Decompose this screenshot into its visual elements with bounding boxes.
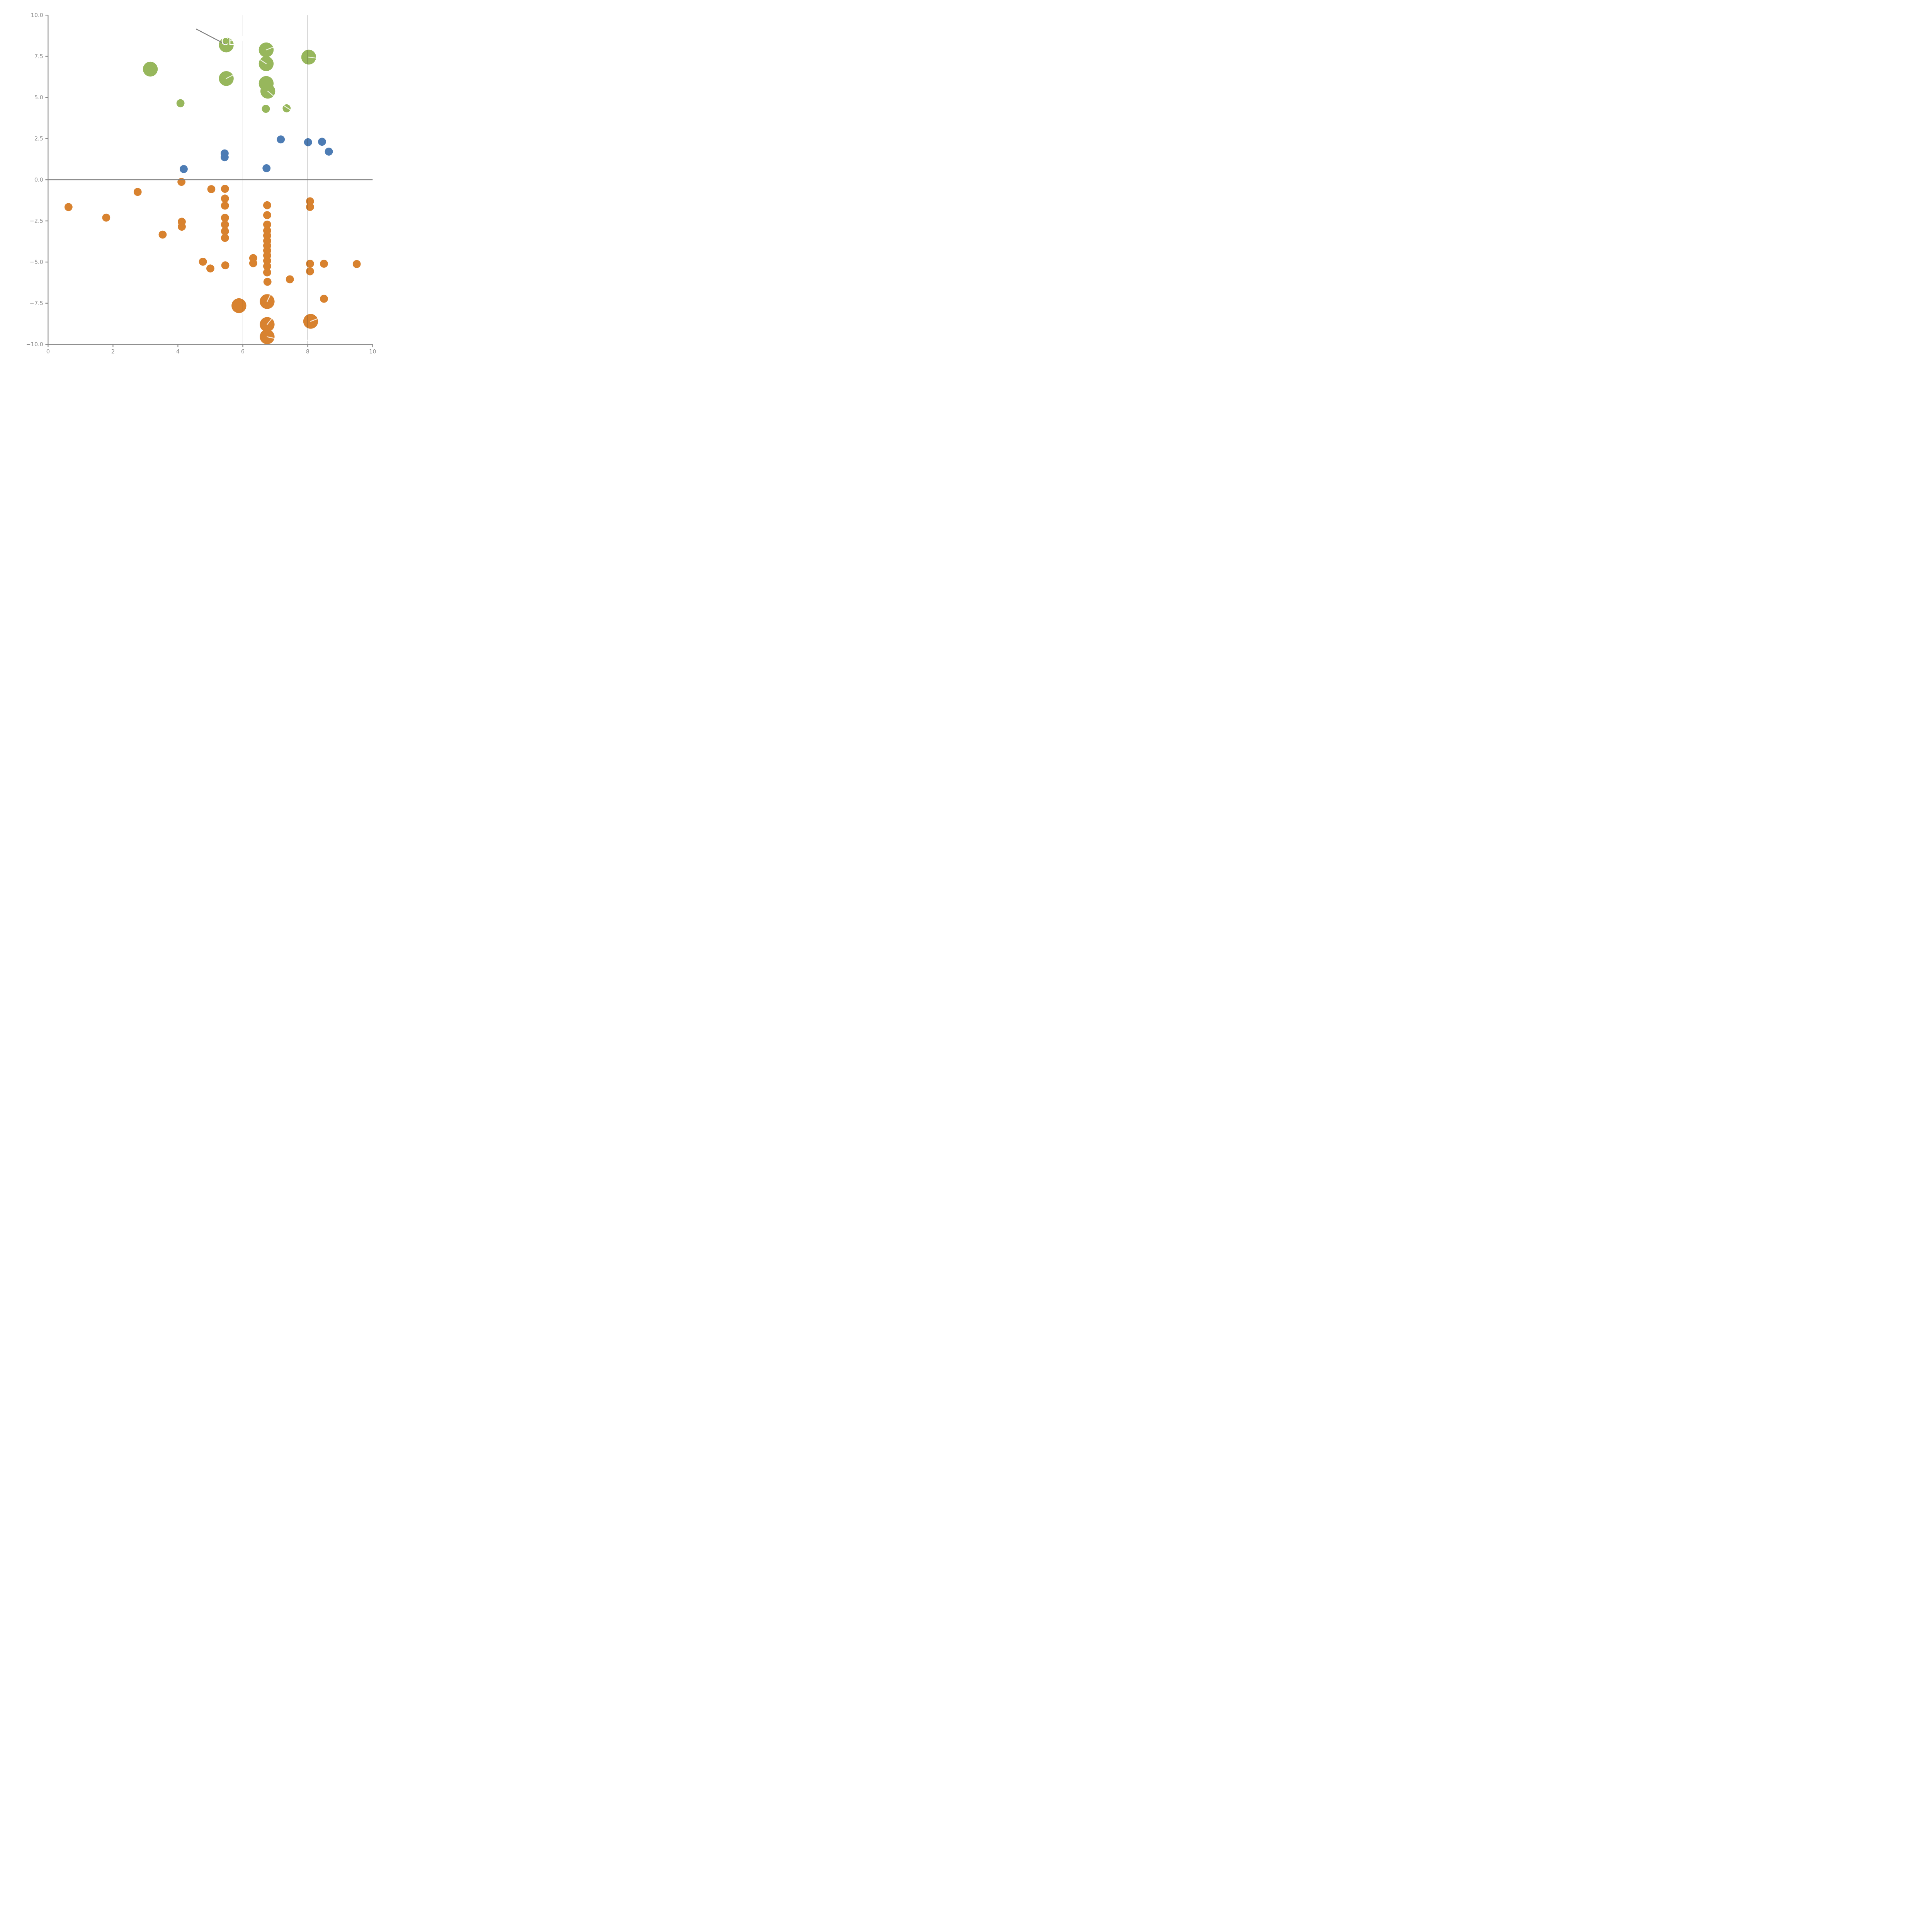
- y-tick-label-2.5: 2.5: [34, 136, 43, 142]
- annotations-layer: CE: [172, 28, 319, 344]
- bubble-orange-8: [207, 185, 216, 193]
- bubble-orange-11: [221, 201, 229, 210]
- x-tick-label-6: 6: [241, 349, 245, 355]
- white-leader-line-4: [259, 58, 267, 65]
- bubbles-layer: [64, 37, 361, 344]
- white-leader-line-12: [303, 337, 311, 344]
- bubble-orange-5: [177, 178, 185, 186]
- white-leader-line-2: [226, 74, 235, 79]
- bubble-orange-14: [221, 227, 229, 235]
- bubble-orange-13: [221, 220, 229, 229]
- bubble-blue-2: [304, 138, 312, 146]
- bubble-orange-4: [158, 230, 167, 239]
- bubble-orange-7: [178, 223, 186, 231]
- bubble-orange-39: [320, 260, 328, 268]
- bubble-orange-12: [221, 214, 229, 222]
- axes-layer: 0 2 4 6 8 10 10.0 7.5 5.0 2.5 0.0 −2.5 −5.0 −7.5 −10.0: [26, 12, 376, 355]
- x-tick-label-4: 4: [176, 349, 180, 355]
- bubble-green-9: [262, 105, 270, 113]
- bubble-orange-36: [306, 203, 314, 211]
- bubble-green-1: [143, 61, 158, 77]
- white-label-mask: [240, 36, 246, 41]
- white-leader-line-8: [267, 289, 274, 302]
- annotation-leader-line: [196, 28, 226, 45]
- y-tick-label--5: −5.0: [30, 259, 43, 265]
- bubble-orange-22: [263, 211, 271, 219]
- bubble-orange-18: [221, 261, 230, 270]
- bubble-orange-9: [221, 185, 229, 193]
- y-tick-label-0: 0.0: [34, 177, 43, 183]
- y-tick-label-7.5: 7.5: [34, 54, 43, 60]
- bubble-orange-38: [306, 267, 314, 276]
- white-leader-line-1: [172, 49, 184, 57]
- white-leader-line-3: [265, 46, 275, 51]
- bubble-orange-10: [221, 194, 229, 203]
- bubble-orange-32: [263, 268, 271, 277]
- y-tick-label-5: 5.0: [34, 95, 43, 101]
- bubble-green-4: [176, 99, 185, 107]
- bubble-orange-17: [206, 264, 214, 273]
- bubble-orange-20: [249, 259, 257, 267]
- bubble-orange-41: [320, 294, 328, 303]
- white-leader-line-6: [281, 104, 291, 111]
- x-tick-label-8: 8: [306, 349, 310, 355]
- bubble-orange-35: [306, 197, 314, 206]
- white-leader-line-7: [308, 56, 317, 59]
- bubble-orange-31: [263, 262, 271, 270]
- y-tick-label--2.5: −2.5: [30, 218, 43, 224]
- bubble-orange-23: [263, 220, 271, 229]
- bubble-orange-2: [102, 213, 111, 222]
- bubble-orange-1: [64, 203, 73, 211]
- white-leader-line-9: [267, 314, 276, 325]
- scatter-plot-canvas: 0 2 4 6 8 10 10.0 7.5 5.0 2.5 0.0 −2.5 −5.0 −7.5 −10.0…: [26, 12, 376, 355]
- y-tick-label--10: −10.0: [26, 342, 43, 348]
- bubble-blue-6: [221, 153, 229, 162]
- bubble-blue-3: [318, 138, 326, 146]
- bubble-blue-8: [262, 164, 271, 172]
- y-tick-label-10: 10.0: [31, 12, 43, 19]
- bubble-orange-42: [231, 298, 247, 313]
- bubble-orange-15: [221, 234, 229, 242]
- bubble-orange-37: [306, 260, 314, 268]
- bubble-orange-3: [133, 188, 142, 196]
- y-tick-label--7.5: −7.5: [30, 301, 43, 307]
- annotation-label: CE: [221, 36, 235, 48]
- bubble-orange-40: [352, 260, 361, 268]
- bubble-orange-33: [263, 277, 272, 286]
- x-tick-label-2: 2: [111, 349, 115, 355]
- x-tick-label-0: 0: [46, 349, 50, 355]
- bubble-orange-34: [286, 275, 294, 284]
- bubble-green-2: [219, 37, 234, 53]
- bubble-chart-figure: 0 2 4 6 8 10 10.0 7.5 5.0 2.5 0.0 −2.5 −5.0 −7.5 −10.0…: [0, 0, 386, 386]
- bubble-blue-4: [325, 148, 333, 156]
- bubble-blue-7: [180, 165, 188, 173]
- bubble-blue-1: [277, 135, 285, 144]
- bubble-orange-16: [199, 257, 207, 266]
- white-leader-line-11: [310, 318, 319, 322]
- white-leader-line-5: [267, 90, 276, 98]
- x-tick-label-10: 10: [369, 349, 376, 355]
- white-leader-line-10: [267, 336, 281, 340]
- bubble-orange-21: [263, 201, 271, 209]
